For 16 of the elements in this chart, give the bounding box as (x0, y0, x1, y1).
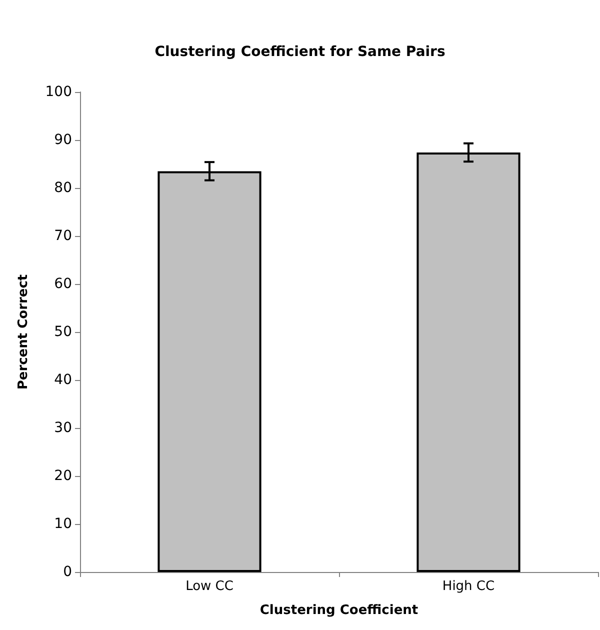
x-tick-label: High CC (442, 579, 495, 594)
y-tick-label: 90 (54, 132, 72, 148)
y-tick-label: 60 (54, 276, 72, 292)
y-axis-title: Percent Correct (16, 274, 31, 390)
y-tick-label: 40 (54, 372, 72, 388)
x-axis-title: Clustering Coefficient (260, 603, 418, 618)
y-tick-label: 100 (45, 84, 72, 100)
y-tick-label: 80 (54, 180, 72, 196)
chart-title: Clustering Coefficient for Same Pairs (154, 44, 446, 60)
y-tick-label: 10 (54, 516, 72, 532)
y-tick-label: 20 (54, 468, 72, 484)
y-tick-label: 50 (54, 324, 72, 340)
y-tick-label: 0 (63, 564, 72, 580)
y-tick-label: 70 (54, 228, 72, 244)
y-tick-label: 30 (54, 420, 72, 436)
x-tick-label: Low CC (186, 579, 234, 594)
